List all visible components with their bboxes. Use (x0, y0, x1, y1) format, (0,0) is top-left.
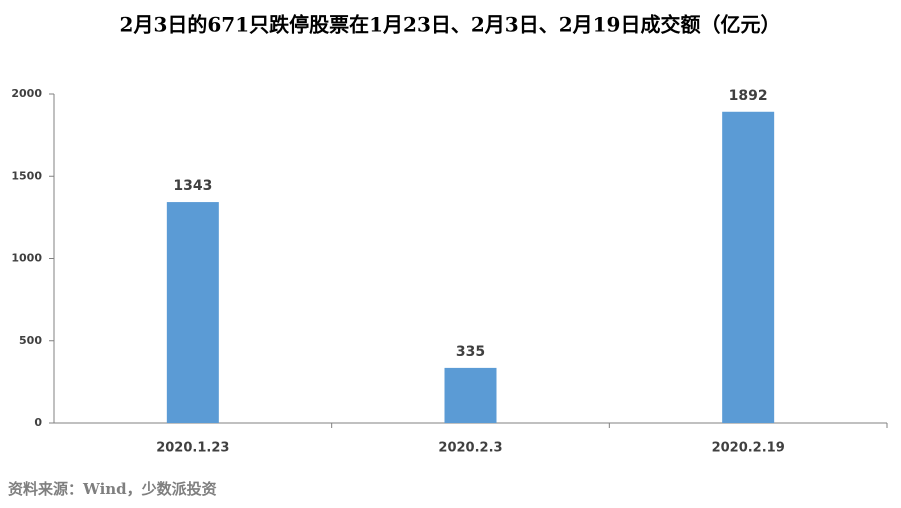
data-label: 1892 (729, 88, 768, 104)
bar (444, 367, 497, 423)
y-tick-label: 1000 (11, 252, 42, 265)
bar (722, 111, 775, 424)
bar (166, 202, 219, 423)
y-tick-label: 500 (19, 334, 42, 347)
y-tick-label: 0 (34, 416, 42, 429)
data-label: 1343 (173, 178, 212, 194)
x-tick-label: 2020.2.3 (438, 441, 502, 456)
x-tick-label: 2020.1.23 (156, 441, 229, 456)
chart-title: 2月3日的671只跌停股票在1月23日、2月3日、2月19日成交额（亿元） (120, 13, 781, 37)
source-note: 资料来源：Wind，少数派投资 (8, 480, 217, 498)
y-tick-label: 2000 (11, 87, 42, 100)
x-tick-label: 2020.2.19 (712, 441, 785, 456)
y-tick-label: 1500 (11, 169, 42, 182)
data-label: 335 (456, 344, 485, 360)
